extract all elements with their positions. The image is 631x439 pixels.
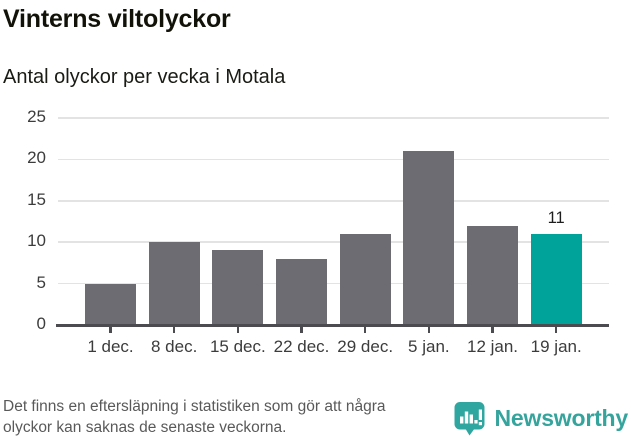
bar: [467, 225, 519, 325]
footnote: Det finns en eftersläpning i statistiken…: [3, 397, 386, 438]
x-axis-tick-label: 8 dec.: [151, 337, 198, 356]
x-axis-tick-label: 1 dec.: [87, 337, 134, 356]
gridline: [58, 241, 609, 243]
x-axis-line: [56, 324, 609, 327]
footnote-line: Det finns en eftersläpning i statistiken…: [3, 398, 386, 415]
gridline: [58, 158, 609, 161]
y-axis-tick-label: 10: [27, 231, 46, 251]
x-axis-tick-label: 15 dec.: [209, 337, 266, 356]
bar: [276, 258, 327, 325]
footnote-line: olyckor kan saknas de senaste veckorna.: [3, 418, 287, 436]
bar: [403, 151, 455, 325]
x-axis-tick-label: 29 dec.: [337, 337, 394, 356]
bar-value-label: 11: [547, 208, 565, 227]
bar: [530, 233, 582, 325]
x-axis-tick: [300, 326, 303, 333]
x-axis-tick: [172, 326, 176, 333]
gridline: [58, 117, 609, 119]
x-axis-tick: [363, 326, 367, 333]
y-axis-tick-label: 25: [27, 107, 46, 126]
x-axis-tick-label: 12 jan.: [466, 337, 519, 356]
chart-title: Vinterns viltolyckor: [3, 5, 231, 33]
newsworthy-icon: [454, 401, 486, 436]
bar: [212, 250, 264, 325]
y-axis-tick-label: 20: [27, 148, 46, 168]
x-axis-tick: [427, 326, 431, 333]
chart-subtitle: Antal olyckor per vecka i Motala: [3, 66, 286, 88]
x-axis-tick: [491, 326, 494, 333]
x-axis-tick-label: 19 jan.: [530, 337, 582, 356]
x-axis-tick-label: 5 jan.: [408, 337, 450, 356]
y-axis-tick-label: 5: [36, 272, 46, 292]
bar: [148, 242, 200, 325]
x-axis-tick: [236, 326, 240, 333]
newsworthy-wordmark: Newsworthy: [494, 405, 629, 431]
gridline: [58, 200, 609, 202]
x-axis-tick-label: 22 dec.: [273, 337, 330, 356]
y-axis-tick-label: 15: [27, 189, 46, 209]
bar: [85, 283, 136, 325]
bar: [339, 233, 391, 325]
x-axis-tick: [109, 326, 112, 333]
gridline: [58, 282, 609, 285]
x-axis-tick: [554, 326, 558, 333]
newsworthy-logo[interactable]: Newsworthy: [454, 401, 628, 436]
y-axis-tick-label: 0: [36, 314, 46, 333]
